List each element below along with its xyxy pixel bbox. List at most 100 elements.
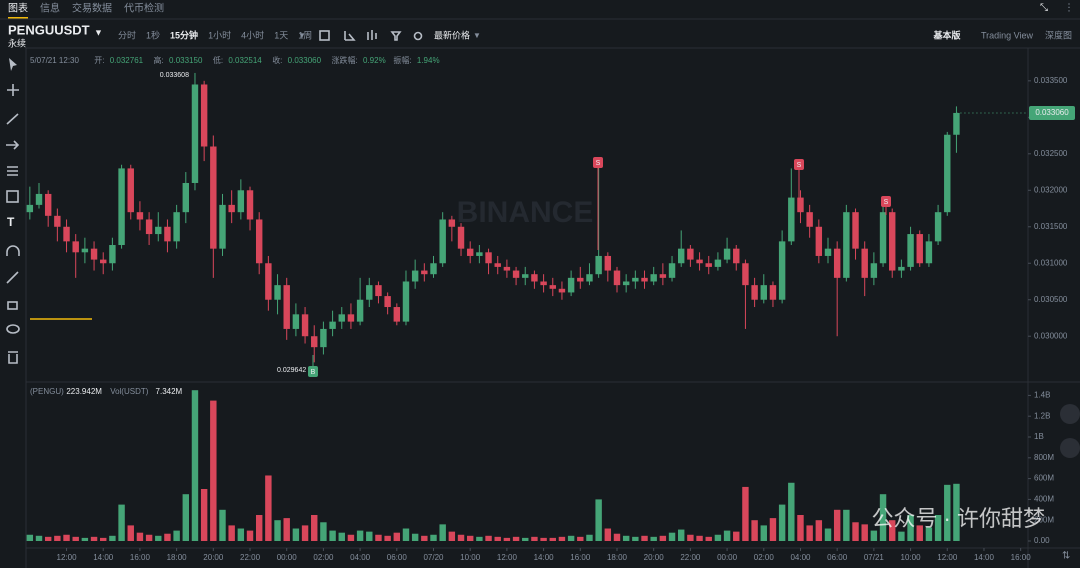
view-option[interactable]: 深度图 [1045, 29, 1072, 40]
magnet-tool[interactable] [6, 245, 20, 256]
x-tick-label: 20:00 [203, 553, 224, 562]
fib-tool[interactable] [7, 166, 18, 176]
y-tick-label: 200M [1034, 515, 1054, 524]
y-tick-label: 0.031000 [1034, 258, 1068, 267]
interval[interactable]: 1天 [274, 30, 288, 40]
sell-marker[interactable] [593, 157, 603, 168]
line-tool[interactable] [6, 113, 19, 125]
candle-body [925, 241, 933, 264]
sell-marker[interactable] [794, 159, 804, 170]
interval[interactable]: 1秒 [146, 29, 160, 40]
candle-body [742, 263, 749, 286]
interval[interactable]: 1小时 [208, 29, 231, 40]
shape-tool[interactable] [6, 190, 19, 203]
tab[interactable]: 代币检测 [124, 2, 164, 15]
price-mode[interactable]: 最新价格 [434, 29, 470, 40]
delete-tool[interactable] [8, 351, 18, 364]
layout-button[interactable] [1060, 404, 1080, 424]
axis-settings[interactable]: ⇅ [1062, 551, 1070, 562]
tab[interactable]: 交易数据 [72, 2, 112, 15]
legend-value: 0.033060 [288, 56, 322, 65]
y-tick-label: 400M [1034, 495, 1054, 504]
volume-bar [907, 515, 914, 541]
candle-body [622, 281, 630, 286]
volume-bar [540, 537, 547, 541]
volume-bar [512, 536, 520, 541]
candle-body [356, 299, 364, 322]
ray-tool[interactable] [6, 140, 20, 150]
candle-body [228, 204, 235, 213]
tab[interactable]: 图表 [8, 2, 28, 15]
candle-body [109, 245, 116, 264]
expand-icon[interactable]: ⤡ [1040, 3, 1048, 14]
brush-tool[interactable] [6, 271, 19, 284]
more-intervals[interactable]: ▼ [298, 31, 306, 40]
chart-type-icon[interactable] [367, 30, 377, 40]
x-tick-label: 16:00 [130, 553, 151, 562]
candle-body [219, 204, 226, 249]
interval[interactable]: 4小时 [241, 29, 264, 40]
interval[interactable]: 15分钟 [170, 29, 198, 40]
lock-tool[interactable] [7, 301, 18, 310]
x-tick-label: 00:00 [717, 553, 738, 562]
tab[interactable]: 信息 [40, 2, 60, 15]
candle-body [301, 314, 309, 337]
candle-body [90, 248, 98, 260]
view-option[interactable]: 基本版 [933, 29, 961, 40]
crosshair-tool[interactable] [7, 84, 19, 96]
y-tick-label: 1B [1034, 432, 1044, 441]
volume-bar [411, 533, 419, 541]
x-tick-label: 10:00 [901, 553, 922, 562]
filter-icon[interactable] [390, 31, 402, 41]
candle-body [503, 266, 511, 271]
candle-body [641, 277, 648, 282]
legend-label: 高: [154, 55, 164, 65]
x-tick-label: 06:00 [827, 553, 848, 562]
volume-bar [109, 535, 116, 541]
y-tick-label: 1.4B [1034, 391, 1050, 400]
volume-legend: 223.942M [66, 387, 102, 396]
volume-bar [733, 531, 740, 541]
candle-body [274, 285, 281, 300]
volume-bar [347, 534, 355, 541]
candle-body [457, 226, 465, 249]
candle-body [136, 212, 144, 220]
settings-icon[interactable] [413, 31, 423, 41]
buy-marker[interactable] [308, 366, 318, 377]
volume-bar [164, 533, 171, 541]
menu-icon[interactable]: ⋮ [1064, 3, 1074, 14]
text-tool[interactable]: T [7, 215, 15, 229]
x-tick-label: 10:00 [460, 553, 481, 562]
symbol-dropdown[interactable]: ▼ [94, 27, 103, 37]
interval[interactable]: 分时 [118, 29, 136, 40]
translate-button[interactable] [1060, 438, 1080, 458]
symbol[interactable]: PENGUUSDT [8, 22, 90, 37]
trade-markers: B S S S [308, 157, 891, 377]
candle-body [659, 274, 667, 278]
volume-bar [90, 536, 98, 541]
y-tick-label: 0.00 [1034, 536, 1050, 545]
candle-body [632, 277, 639, 282]
interval[interactable]: 1周 [298, 30, 312, 40]
view-option[interactable]: Trading View [981, 30, 1034, 40]
price-mode-dropdown[interactable]: ▼ [473, 31, 481, 40]
y-tick-label: 0.030500 [1034, 295, 1068, 304]
sell-marker[interactable] [881, 196, 891, 207]
candle-body [549, 285, 556, 289]
candle-body [824, 248, 832, 256]
indicator-icon[interactable] [319, 30, 330, 41]
candle-body [494, 263, 501, 267]
cursor-tool[interactable] [9, 58, 17, 71]
hide-tool[interactable] [6, 324, 20, 334]
volume-bar [191, 390, 199, 541]
candle-body [687, 248, 694, 260]
volume-bar [237, 528, 245, 541]
candle-body [531, 274, 538, 282]
tab-bar: 图表 信息 交易数据 代币检测 [8, 2, 164, 19]
candle-body [843, 212, 850, 278]
y-tick-label: 0.031500 [1034, 222, 1068, 231]
volume-bar [274, 520, 281, 541]
draw-icon[interactable] [344, 31, 356, 41]
volume-bar [889, 520, 896, 541]
candle-body [265, 263, 272, 300]
